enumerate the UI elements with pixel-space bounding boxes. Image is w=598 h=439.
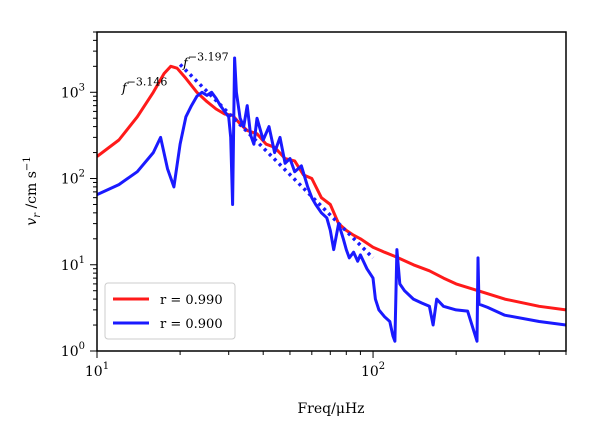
y-axis-label-unit: /cm s xyxy=(24,171,40,213)
x-tick-label: 101 xyxy=(85,361,109,380)
legend: r = 0.990 r = 0.900 xyxy=(104,282,236,340)
y-tick-label-exp: 2 xyxy=(79,169,85,180)
y-tick-label: 101 xyxy=(61,255,85,274)
y-axis-label-sub: r xyxy=(32,212,43,218)
y-tick-label-base: 10 xyxy=(61,258,79,274)
x-tick-label-base: 10 xyxy=(361,364,379,380)
y-axis-label-main: v xyxy=(24,218,40,226)
y-tick-label: 103 xyxy=(61,82,85,101)
y-tick-label-exp: 3 xyxy=(79,82,85,93)
annotation-0: f−3.146 xyxy=(121,75,168,96)
y-tick-label: 100 xyxy=(61,341,85,360)
y-tick-label-base: 10 xyxy=(61,344,79,360)
legend-box xyxy=(104,282,236,340)
annotation-exp: −3.146 xyxy=(127,75,168,88)
y-tick-label-base: 10 xyxy=(61,172,79,188)
x-tick-label: 102 xyxy=(361,361,385,380)
y-tick-label-base: 10 xyxy=(61,85,79,101)
x-tick-label-exp: 2 xyxy=(379,361,385,372)
x-axis-label: Freq/μHz xyxy=(297,401,364,417)
y-tick-label-exp: 1 xyxy=(79,255,85,266)
legend-label-blue: r = 0.900 xyxy=(160,317,223,332)
y-axis-label-sup: −1 xyxy=(22,156,33,171)
annotation-base: f xyxy=(182,56,190,71)
y-axis-label: vr /cm s−1 xyxy=(22,156,43,225)
plot-frame xyxy=(96,31,567,352)
x-tick-label-base: 10 xyxy=(85,364,103,380)
x-tick-label-exp: 1 xyxy=(103,361,109,372)
data-layer xyxy=(97,56,566,343)
series-line-0 xyxy=(97,64,566,312)
annotation-1: f−3.197 xyxy=(182,50,229,71)
y-tick-label-exp: 0 xyxy=(79,341,85,352)
y-tick-label: 102 xyxy=(61,169,85,188)
series-line-1 xyxy=(97,56,566,343)
annotation-base: f xyxy=(121,81,129,96)
legend-label-red: r = 0.990 xyxy=(160,293,223,308)
annotation-exp: −3.197 xyxy=(188,50,229,63)
